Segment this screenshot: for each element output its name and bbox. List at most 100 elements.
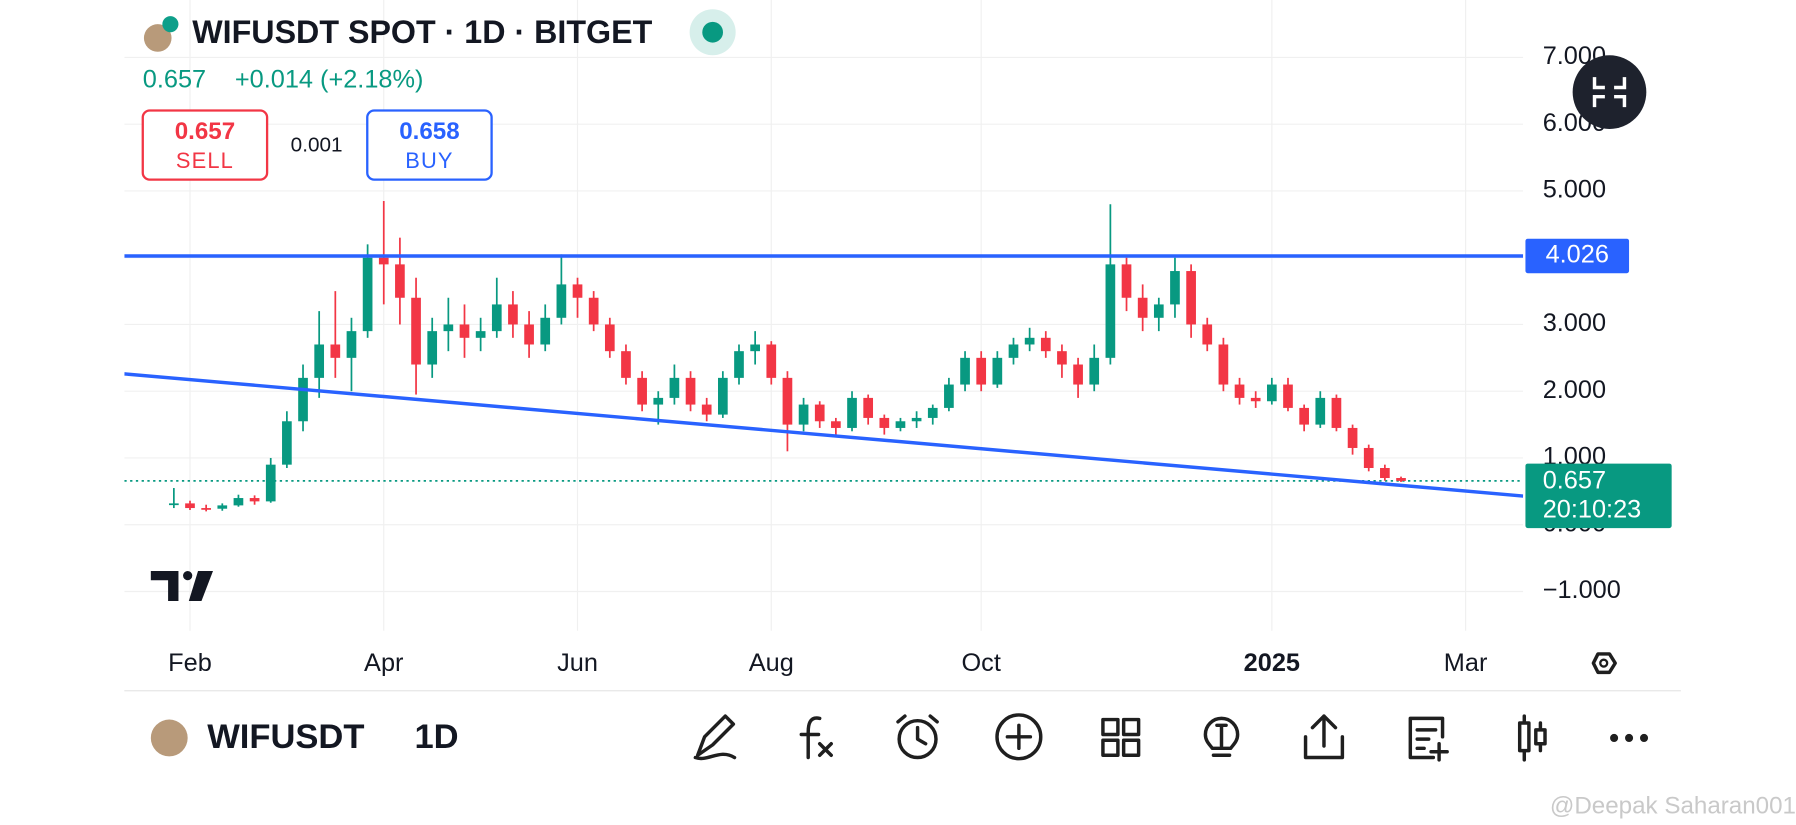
candle-body [330, 344, 341, 358]
x-tick-label: Mar [1444, 649, 1488, 677]
candle-body [927, 407, 938, 418]
candle-body [201, 508, 211, 510]
watchlist-icon[interactable] [1408, 716, 1449, 762]
candle-body [766, 344, 777, 378]
candle-body [556, 284, 567, 318]
y-tick-label: 5.000 [1543, 176, 1606, 204]
more-icon[interactable] [1610, 733, 1649, 742]
candle-body [1396, 478, 1406, 481]
toolbar-avatar [150, 719, 188, 757]
symbol-avatar [143, 24, 172, 52]
alert-icon[interactable] [897, 718, 938, 760]
candle-body [718, 377, 728, 415]
candle-body [895, 421, 906, 428]
last-price: 0.657 [143, 65, 206, 93]
plot-layer: −1.0000.0001.0002.0003.0004.0005.0006.00… [124, 0, 1672, 677]
candle-body [443, 324, 454, 332]
candle-body [1089, 357, 1100, 385]
candle-body [185, 503, 195, 509]
candle-body [814, 404, 825, 422]
x-tick-label: Feb [168, 649, 212, 677]
buy-button[interactable]: 0.658 BUY [366, 109, 493, 181]
plot [124, 0, 1524, 631]
candle-body [1186, 271, 1196, 325]
candle-body [249, 498, 260, 502]
candle-body [1218, 344, 1229, 385]
candle-body [395, 264, 405, 298]
x-tick-label: Jun [557, 649, 598, 677]
candle-body [669, 377, 680, 398]
sell-price: 0.657 [175, 118, 235, 145]
add-icon[interactable] [995, 713, 1043, 761]
candle-body [1234, 384, 1245, 398]
candle-body [798, 404, 809, 425]
candle-body [475, 331, 486, 338]
candle-body [653, 397, 664, 405]
share-icon[interactable] [1303, 714, 1345, 760]
candle-body [378, 257, 389, 265]
candle-body [879, 417, 890, 428]
y-tick-label: 2.000 [1543, 376, 1606, 404]
candle-body [1250, 397, 1261, 402]
logo-part [150, 571, 179, 601]
more-dot [1639, 733, 1649, 742]
candle-body [1153, 304, 1164, 318]
sell-button[interactable]: 0.657 SELL [141, 109, 269, 181]
candle-body [685, 377, 696, 405]
candle-body [282, 421, 292, 465]
candle-body [831, 421, 841, 428]
candle-body [863, 397, 874, 418]
last-price-box [1525, 463, 1672, 529]
sell-label: SELL [176, 148, 234, 173]
candle-body [459, 324, 470, 338]
buy-box[interactable] [366, 109, 493, 181]
candle-body [1170, 271, 1180, 305]
price-change: +0.014 (+2.18%) [235, 65, 424, 93]
market-status[interactable] [702, 21, 724, 43]
candle-body [701, 404, 712, 415]
candle-body [1024, 337, 1035, 345]
candle-body [1105, 264, 1116, 358]
layout-icon[interactable] [1101, 717, 1141, 757]
level-label-box [1525, 238, 1630, 274]
candle-body [524, 324, 534, 345]
toolbar-interval[interactable]: 1D [414, 718, 458, 756]
candle-body [346, 331, 357, 358]
candle-body [976, 357, 987, 385]
chart-type-icon[interactable] [1517, 714, 1547, 762]
collapse-circle[interactable] [1572, 55, 1647, 129]
draw-icon[interactable] [693, 714, 737, 761]
candle-body [298, 377, 308, 422]
toolbar-symbol[interactable]: WIFUSDT [207, 718, 364, 756]
candle-body [847, 397, 857, 428]
candle-body [508, 304, 518, 325]
candle-body [1380, 467, 1390, 479]
add-icon-plus [1005, 723, 1033, 751]
candle-body [1202, 324, 1213, 345]
level-label: 4.026 [1546, 241, 1609, 269]
candle-body [604, 324, 615, 352]
indicator-icon[interactable] [799, 716, 833, 760]
spread: 0.001 [291, 134, 343, 157]
candle-body [491, 304, 502, 332]
candle-body [169, 503, 179, 506]
candle-body [1347, 427, 1358, 448]
candle-body [1363, 447, 1374, 468]
sell-box[interactable] [141, 109, 269, 181]
candle-body [637, 377, 647, 405]
watermark: @Deepak Saharan001 [1550, 792, 1796, 819]
candle-body [734, 351, 744, 378]
logo-part [183, 571, 193, 581]
candle-body [1008, 344, 1019, 358]
axis-settings[interactable] [1591, 652, 1617, 675]
candle-body [944, 384, 954, 408]
collapse-button[interactable] [1572, 55, 1647, 129]
trendline [124, 372, 1524, 498]
ideas-icon[interactable] [1203, 716, 1240, 757]
candle-body [960, 357, 970, 385]
x-tick-label: Apr [364, 649, 404, 677]
candle-body [911, 417, 922, 422]
candle-body [1073, 364, 1083, 385]
